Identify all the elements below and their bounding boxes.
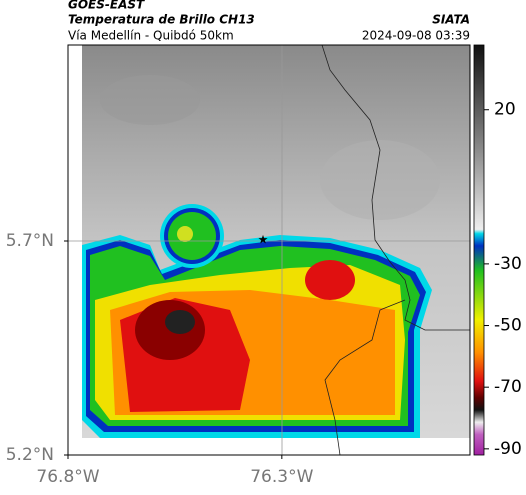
y-tick-label: 5.2°N: [6, 445, 54, 465]
colorbar-tick-label: -50: [494, 316, 522, 336]
ticks: 76.8°W 76.3°W 5.2°N 5.7°N 20 -30 -50 -70 -90: [6, 100, 522, 487]
colorbar: [473, 44, 485, 456]
colorbar-tick-label: -70: [494, 377, 522, 397]
colorbar-tick-label: 20: [494, 100, 516, 120]
region: Vía Medellín - Quibdó 50km: [68, 29, 234, 43]
x-tick-label: 76.8°W: [36, 467, 99, 487]
satellite-image: ★: [68, 45, 470, 455]
satellite: GOES-EAST: [68, 0, 145, 12]
product: Temperatura de Brillo CH13: [68, 13, 255, 27]
source: SIATA: [432, 13, 470, 27]
x-tick-label: 76.3°W: [250, 467, 313, 487]
svg-text:★: ★: [258, 233, 269, 247]
colorbar-tick-label: -30: [494, 254, 522, 274]
datetime: 2024-09-08 03:39: [362, 29, 470, 43]
colorbar-tick-label: -90: [494, 439, 522, 459]
y-tick-label: 5.7°N: [6, 231, 54, 251]
